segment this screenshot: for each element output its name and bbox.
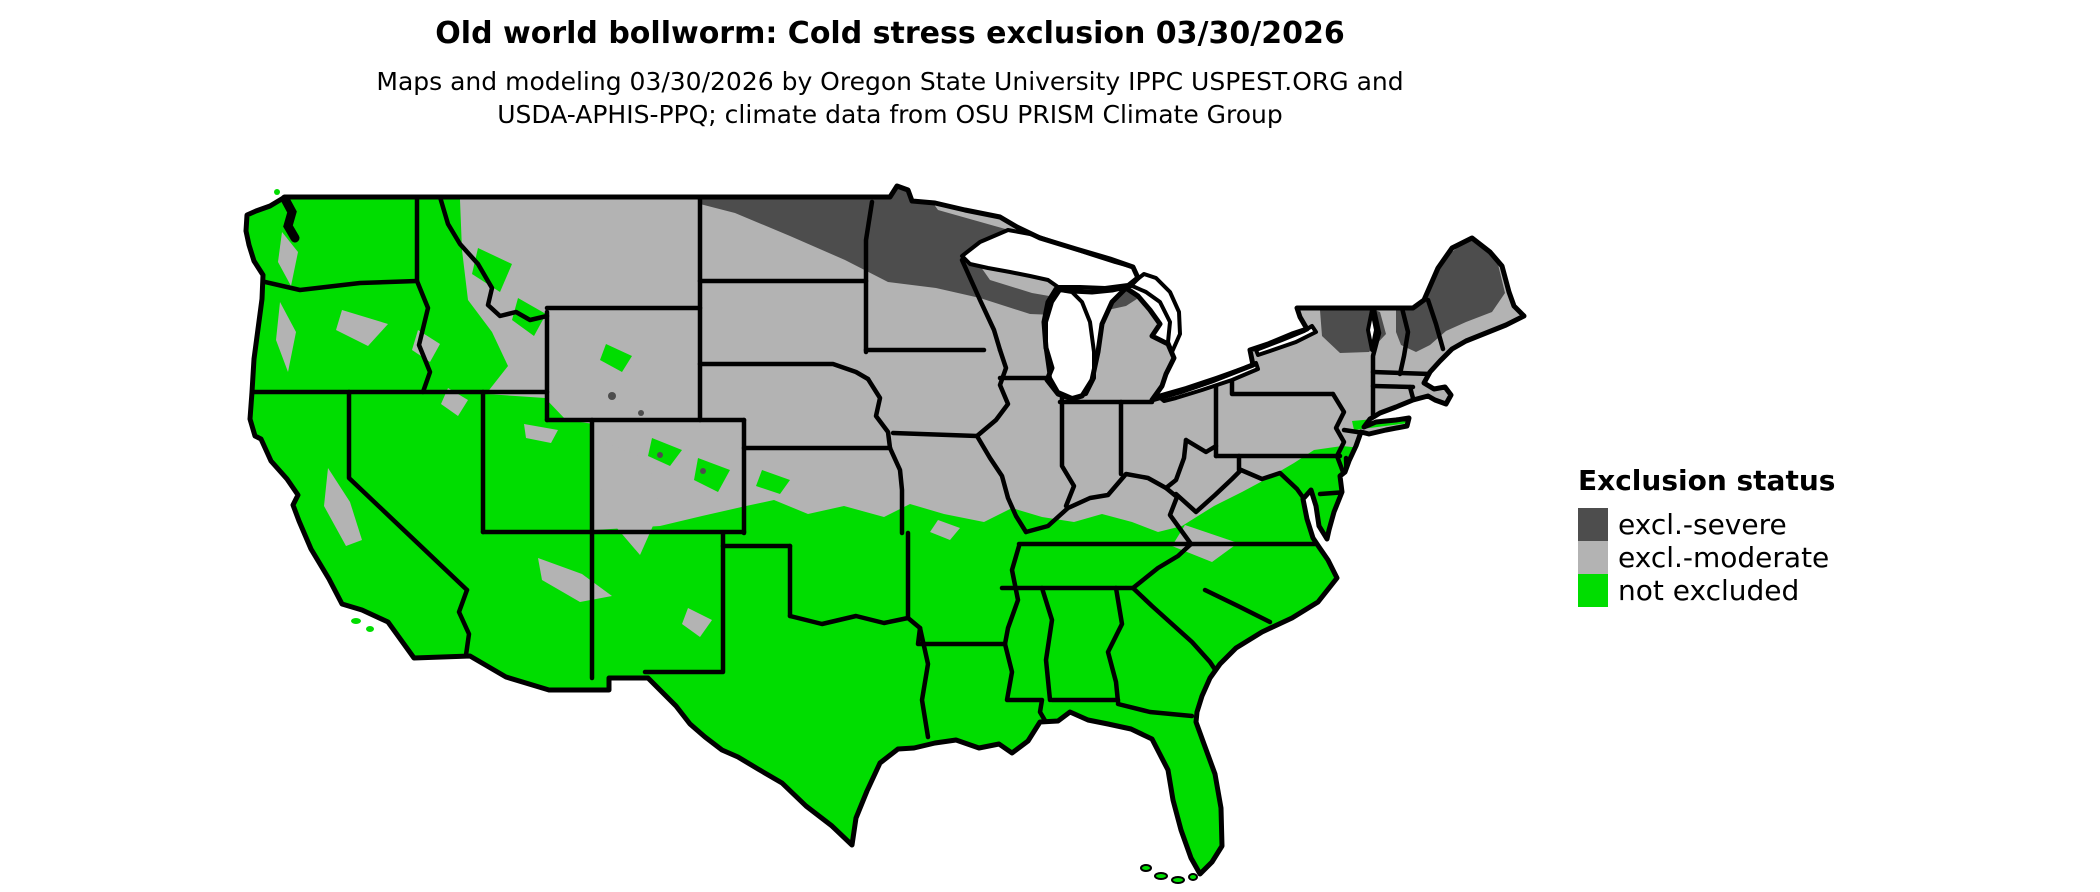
legend-label-severe: excl.-severe: [1618, 508, 1787, 541]
map-subtitle-line2: USDA-APHIS-PPQ; climate data from OSU PR…: [497, 100, 1283, 129]
legend-swatch-severe: [1578, 508, 1608, 541]
legend-label-not-excluded: not excluded: [1618, 574, 1800, 607]
islands: [274, 189, 1198, 884]
legend-row-not-excluded: not excluded: [1578, 574, 1835, 607]
lake-huron: [1128, 272, 1182, 354]
legend-swatch-moderate: [1578, 541, 1608, 574]
legend: Exclusion status excl.-severe excl.-mode…: [1578, 464, 1835, 607]
state-borders: [246, 194, 1446, 740]
legend-label-moderate: excl.-moderate: [1618, 541, 1830, 574]
legend-title: Exclusion status: [1578, 464, 1836, 497]
map-title: Old world bollworm: Cold stress exclusio…: [435, 16, 1345, 51]
puget-sound: [280, 194, 300, 243]
lake-michigan: [1044, 288, 1096, 400]
legend-row-severe: excl.-severe: [1578, 508, 1835, 541]
title-block: Old world bollworm: Cold stress exclusio…: [0, 16, 1780, 131]
us-coastline: [243, 183, 1527, 877]
legend-row-moderate: excl.-moderate: [1578, 541, 1835, 574]
lake-champlain: [1366, 308, 1378, 352]
map-subtitle-line1: Maps and modeling 03/30/2026 by Oregon S…: [376, 67, 1404, 96]
map-subtitle: Maps and modeling 03/30/2026 by Oregon S…: [0, 65, 1780, 131]
legend-swatch-not-excluded: [1578, 574, 1608, 607]
